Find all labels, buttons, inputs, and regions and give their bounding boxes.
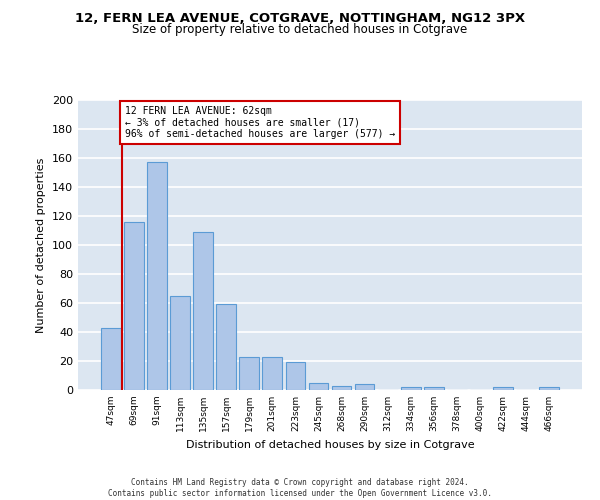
- X-axis label: Distribution of detached houses by size in Cotgrave: Distribution of detached houses by size …: [185, 440, 475, 450]
- Bar: [539, 387, 559, 390]
- Text: Size of property relative to detached houses in Cotgrave: Size of property relative to detached ho…: [133, 22, 467, 36]
- Bar: [424, 387, 443, 390]
- Bar: [493, 387, 513, 390]
- Text: Contains HM Land Registry data © Crown copyright and database right 2024.
Contai: Contains HM Land Registry data © Crown c…: [108, 478, 492, 498]
- Bar: [217, 304, 236, 390]
- Bar: [193, 232, 213, 390]
- Bar: [286, 362, 305, 390]
- Bar: [239, 356, 259, 390]
- Text: 12, FERN LEA AVENUE, COTGRAVE, NOTTINGHAM, NG12 3PX: 12, FERN LEA AVENUE, COTGRAVE, NOTTINGHA…: [75, 12, 525, 26]
- Bar: [308, 383, 328, 390]
- Bar: [401, 387, 421, 390]
- Bar: [101, 328, 121, 390]
- Bar: [147, 162, 167, 390]
- Bar: [332, 386, 352, 390]
- Text: 12 FERN LEA AVENUE: 62sqm
← 3% of detached houses are smaller (17)
96% of semi-d: 12 FERN LEA AVENUE: 62sqm ← 3% of detach…: [125, 106, 395, 139]
- Bar: [355, 384, 374, 390]
- Bar: [262, 356, 282, 390]
- Bar: [124, 222, 143, 390]
- Y-axis label: Number of detached properties: Number of detached properties: [37, 158, 46, 332]
- Bar: [170, 296, 190, 390]
